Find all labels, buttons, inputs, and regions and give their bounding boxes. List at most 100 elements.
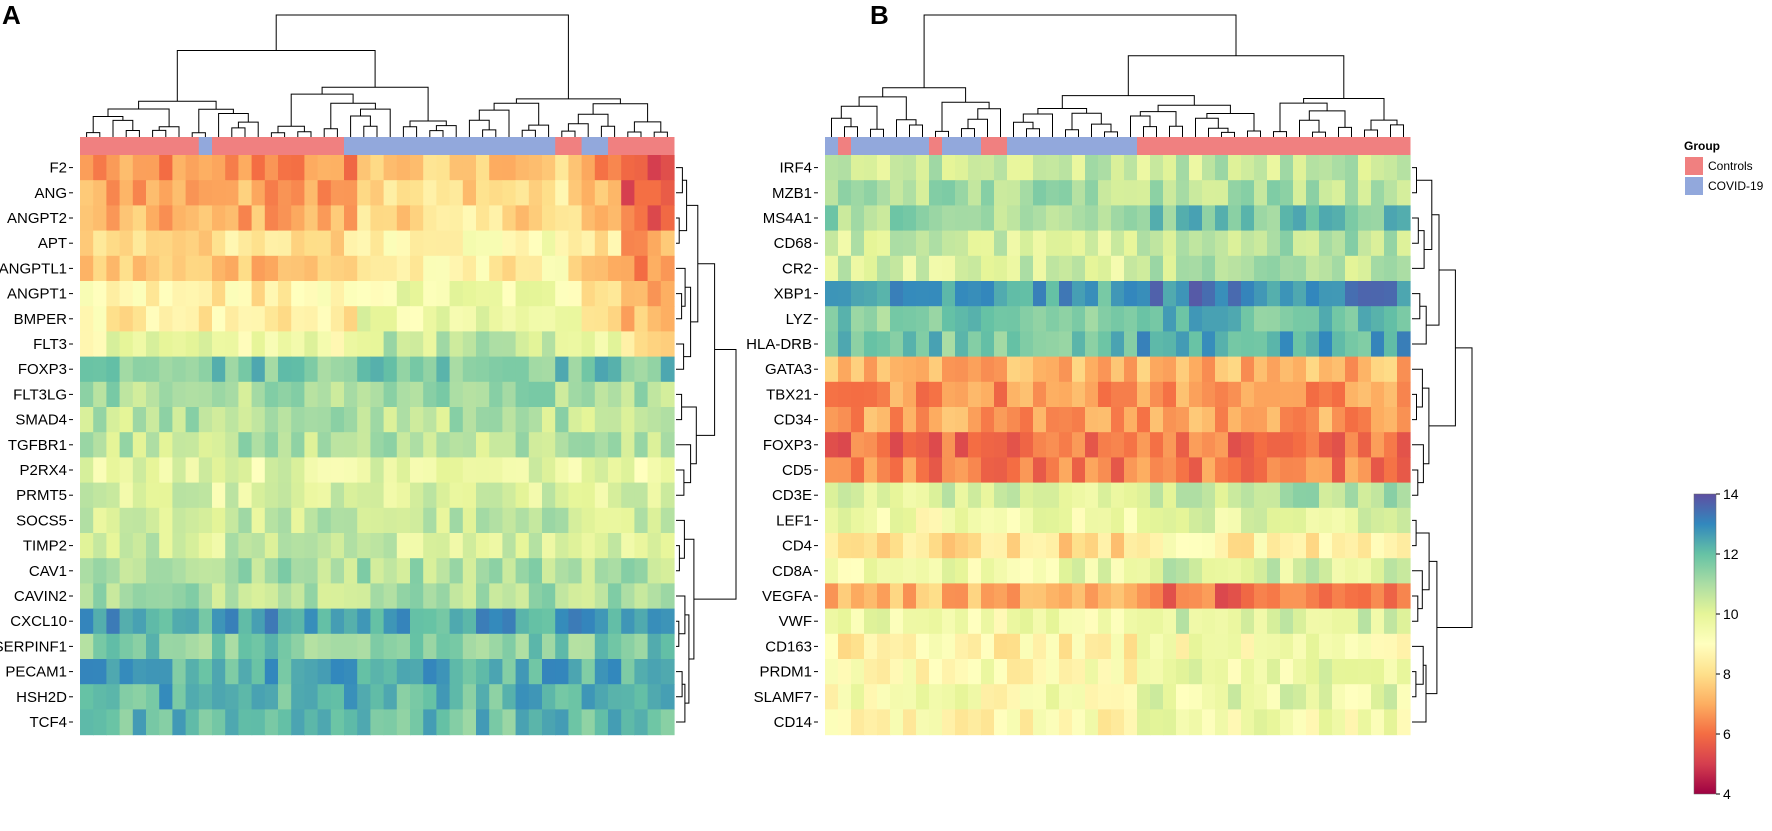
heatmap-cell — [1397, 608, 1411, 635]
group-annotation-cell — [225, 137, 239, 155]
heatmap-cell — [1163, 407, 1177, 433]
heatmap-cell — [1267, 507, 1281, 534]
heatmap-cell — [370, 659, 385, 685]
heatmap-cell — [278, 507, 292, 534]
heatmap-cell — [877, 331, 891, 358]
group-annotation-cell — [1033, 137, 1047, 155]
heatmap-cell — [1215, 381, 1229, 408]
heatmap-cell — [1397, 306, 1411, 332]
heatmap-cell — [1033, 155, 1047, 181]
heatmap-cell — [344, 381, 358, 408]
heatmap-cell — [555, 558, 569, 584]
heatmap-cell — [132, 659, 147, 685]
heatmap-cell — [942, 608, 956, 635]
heatmap-panel-b: IRF4MZB1MS4A1CD68CR2XBP1LYZHLA-DRBGATA3T… — [746, 14, 1473, 736]
heatmap-cell — [1241, 432, 1255, 458]
heatmap-cell — [172, 684, 187, 710]
heatmap-cell — [423, 331, 437, 358]
heatmap-cell — [489, 230, 503, 257]
heatmap-cell — [621, 331, 635, 358]
heatmap-cell — [423, 558, 437, 584]
heatmap-cell — [1319, 633, 1333, 660]
heatmap-cell — [1085, 281, 1099, 307]
row-label: SLAMF7 — [754, 689, 812, 706]
heatmap-cell — [877, 281, 891, 307]
heatmap-cell — [146, 482, 160, 509]
heatmap-cell — [1280, 155, 1294, 181]
group-annotation-cell — [877, 137, 891, 155]
group-annotation-cell — [462, 137, 477, 155]
heatmap-cell — [864, 583, 878, 610]
heatmap-cell — [330, 407, 345, 433]
heatmap-cell — [1059, 205, 1073, 232]
heatmap-cell — [838, 281, 852, 307]
heatmap-cell — [80, 306, 94, 332]
heatmap-cell — [132, 331, 147, 358]
heatmap-cell — [370, 331, 385, 358]
heatmap-cell — [1072, 356, 1086, 383]
heatmap-cell — [410, 558, 424, 584]
heatmap-cell — [410, 432, 424, 458]
heatmap-cell — [93, 558, 107, 584]
heatmap-cell — [621, 255, 635, 282]
heatmap-cell — [1072, 482, 1086, 509]
heatmap-cell — [968, 457, 982, 484]
heatmap-cell — [981, 558, 995, 584]
heatmap-cell — [1059, 356, 1073, 383]
dendrogram-branch — [676, 519, 685, 559]
heatmap-cell — [396, 558, 411, 584]
heatmap-cell — [1176, 407, 1190, 433]
column-dendrogram — [831, 14, 1404, 137]
heatmap-cell — [264, 381, 279, 408]
heatmap-cell — [370, 507, 385, 534]
heatmap-cell — [1215, 684, 1229, 710]
heatmap-cell — [1293, 331, 1307, 358]
heatmap-cell — [1059, 457, 1073, 484]
heatmap-cell — [1267, 230, 1281, 257]
heatmap-cell — [594, 659, 609, 685]
heatmap-cell — [942, 709, 956, 736]
heatmap-cell — [1189, 356, 1203, 383]
heatmap-cell — [357, 432, 371, 458]
heatmap-cell — [1085, 482, 1099, 509]
heatmap-cell — [1319, 306, 1333, 332]
heatmap-cell — [330, 381, 345, 408]
heatmap-cell — [370, 432, 385, 458]
heatmap-cell — [93, 709, 107, 736]
heatmap-cell — [489, 709, 503, 736]
heatmap-cell — [1020, 684, 1034, 710]
row-label: PRDM1 — [759, 664, 812, 681]
heatmap-cell — [981, 180, 995, 206]
heatmap-cell — [1254, 684, 1268, 710]
heatmap-cell — [357, 457, 371, 484]
heatmap-cell — [1072, 457, 1086, 484]
heatmap-cell — [106, 255, 121, 282]
heatmap-cell — [942, 155, 956, 181]
heatmap-cell — [159, 281, 173, 307]
heatmap-cell — [1072, 381, 1086, 408]
heatmap-cell — [1306, 432, 1320, 458]
heatmap-cell — [225, 331, 239, 358]
dendrogram-branch — [86, 132, 101, 137]
heatmap-cell — [929, 507, 943, 534]
heatmap-cell — [489, 205, 503, 232]
heatmap-cell — [1150, 558, 1164, 584]
dendrogram-branch — [567, 123, 589, 137]
heatmap-cell — [198, 230, 213, 257]
heatmap-cell — [851, 558, 865, 584]
heatmap-cell — [1189, 381, 1203, 408]
heatmap-cell — [864, 432, 878, 458]
heatmap-cell — [476, 255, 490, 282]
heatmap-cell — [528, 709, 543, 736]
heatmap-cell — [212, 432, 226, 458]
heatmap-cell — [225, 457, 239, 484]
heatmap-cell — [449, 255, 464, 282]
heatmap-cell — [981, 533, 995, 559]
heatmap-cell — [1358, 407, 1372, 433]
dendrogram-branch — [696, 263, 716, 436]
heatmap-cell — [981, 482, 995, 509]
heatmap-cell — [1059, 583, 1073, 610]
dendrogram-branch — [1412, 393, 1417, 421]
heatmap-cell — [1332, 608, 1346, 635]
heatmap-cell — [1085, 684, 1099, 710]
